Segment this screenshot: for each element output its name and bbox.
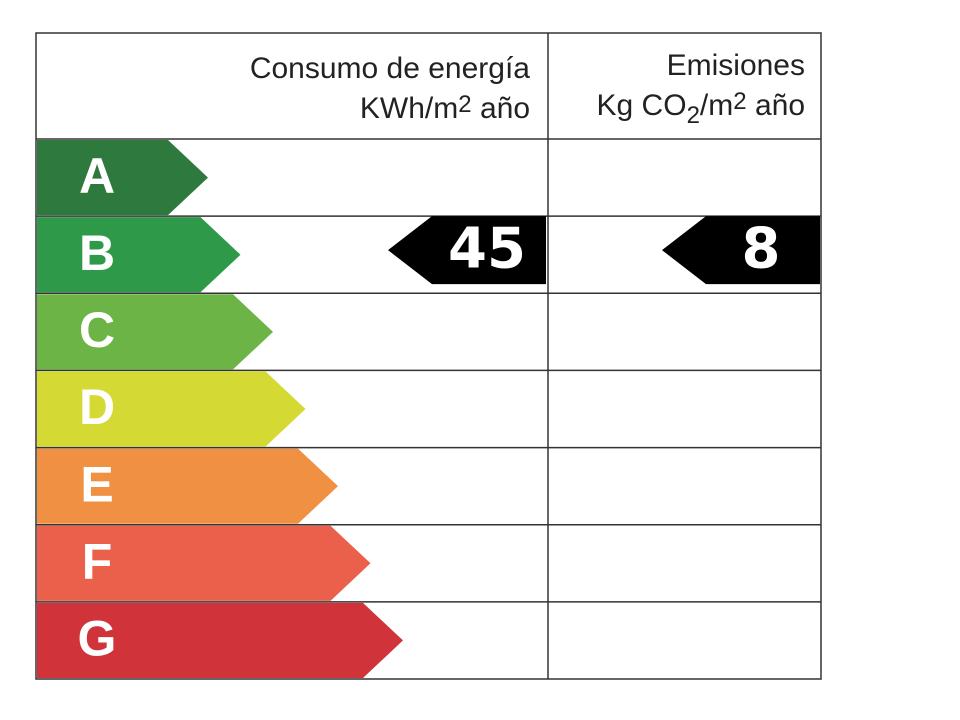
rating-value: 8 xyxy=(742,216,781,281)
class-letter: A xyxy=(79,148,115,204)
class-letter: B xyxy=(79,225,115,281)
emissions-title: Emisiones xyxy=(667,49,805,82)
unit-part: año xyxy=(747,89,805,122)
unit-part: /m xyxy=(700,89,733,122)
unit-part: año xyxy=(472,92,530,125)
unit-part: 2 xyxy=(687,102,700,129)
consumption-unit: KWh/m2 año xyxy=(360,91,530,125)
emissions-unit: Kg CO2/m2 año xyxy=(597,88,805,129)
unit-part: 2 xyxy=(733,88,746,115)
class-letter: G xyxy=(78,611,117,667)
class-letter: E xyxy=(80,456,113,512)
class-arrow xyxy=(37,294,273,370)
class-arrow xyxy=(37,217,241,293)
class-letter: C xyxy=(79,302,115,358)
frame xyxy=(35,32,822,680)
unit-part: 2 xyxy=(458,91,471,118)
class-arrow xyxy=(37,602,403,678)
class-arrow xyxy=(37,525,371,601)
class-letter: D xyxy=(79,379,115,435)
class-arrow xyxy=(37,371,306,447)
unit-part: KWh/m xyxy=(360,92,458,125)
rating-arrow xyxy=(388,216,546,285)
class-arrow xyxy=(37,448,338,524)
rating-arrow xyxy=(662,216,820,285)
class-arrow xyxy=(37,140,208,216)
class-letter: F xyxy=(82,533,113,589)
unit-part: Kg CO xyxy=(597,89,687,122)
rating-value: 45 xyxy=(448,216,526,281)
consumption-title: Consumo de energía xyxy=(250,52,530,85)
